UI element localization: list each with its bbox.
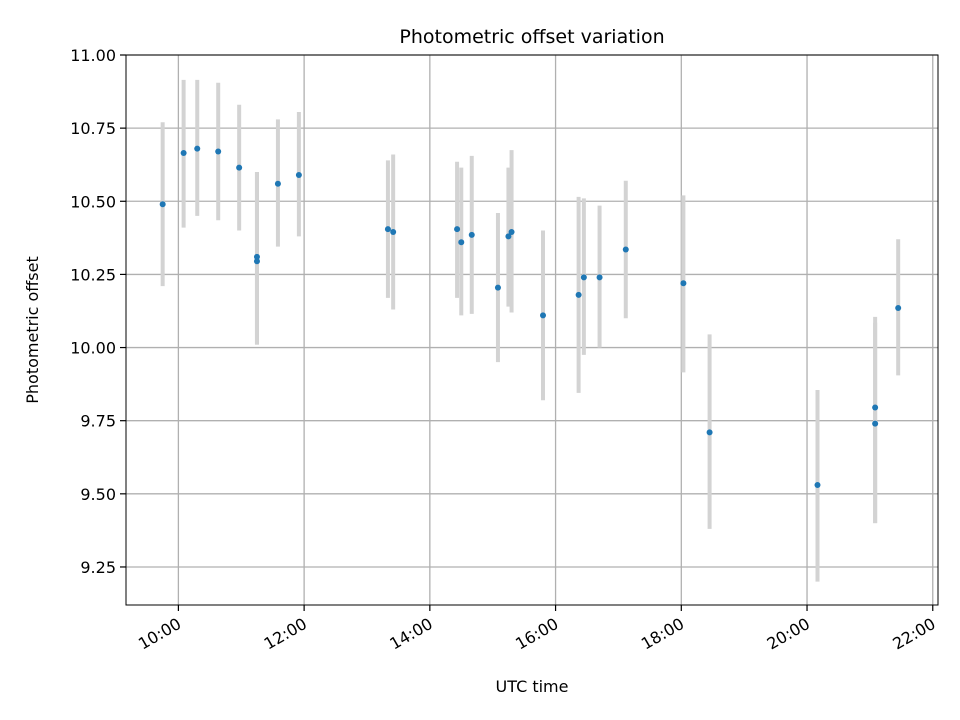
data-point — [575, 291, 582, 298]
y-tick-label: 10.00 — [70, 339, 116, 358]
data-point — [596, 274, 603, 281]
data-point — [540, 312, 547, 319]
data-points — [159, 145, 902, 489]
data-point — [494, 284, 501, 291]
data-point — [458, 239, 465, 246]
data-point — [872, 420, 879, 427]
data-point — [508, 228, 515, 235]
grid — [126, 54, 938, 605]
data-point — [814, 482, 821, 489]
y-tick-label: 10.75 — [70, 119, 116, 138]
x-axis-label: UTC time — [496, 677, 569, 696]
y-tick-label: 9.50 — [80, 485, 116, 504]
y-tick-label: 9.25 — [80, 558, 116, 577]
data-point — [706, 429, 713, 436]
y-tick-label: 11.00 — [70, 46, 116, 65]
y-tick-label: 9.75 — [80, 412, 116, 431]
data-point — [505, 233, 512, 240]
data-point — [895, 305, 902, 312]
y-tick-label: 10.25 — [70, 265, 116, 284]
data-point — [159, 201, 166, 208]
data-point — [295, 171, 302, 178]
y-axis-label: Photometric offset — [23, 256, 42, 404]
chart-title: Photometric offset variation — [399, 26, 664, 48]
data-point — [384, 226, 391, 233]
data-point — [253, 253, 260, 260]
data-point — [253, 258, 260, 265]
data-point — [390, 228, 397, 235]
data-point — [180, 150, 187, 157]
data-point — [215, 148, 222, 155]
data-point — [680, 280, 687, 287]
y-tick-label: 10.50 — [70, 192, 116, 211]
data-point — [194, 145, 201, 152]
plot-frame — [125, 54, 939, 606]
data-point — [580, 274, 587, 281]
data-point — [468, 231, 475, 238]
data-point — [236, 164, 243, 171]
data-point — [622, 246, 629, 253]
data-point — [872, 404, 879, 411]
y-axis-ticks: 9.25 9.50 9.75 10.00 10.25 10.50 10.75 11.00 — [70, 46, 126, 577]
data-point — [274, 180, 281, 187]
data-point — [454, 226, 461, 233]
